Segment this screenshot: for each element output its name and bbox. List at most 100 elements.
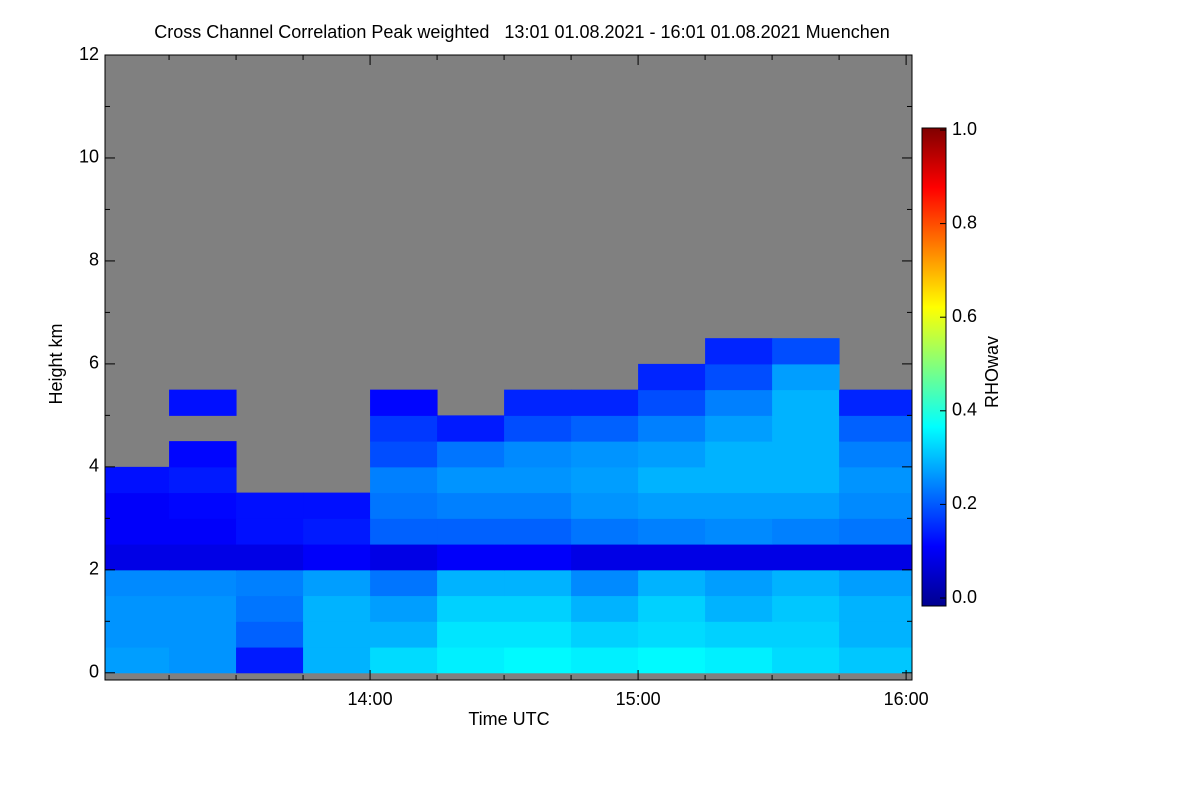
heatmap-cell	[571, 466, 639, 494]
heatmap-cell	[772, 363, 840, 391]
heatmap-cell	[169, 492, 237, 519]
heatmap-cell	[571, 621, 639, 648]
heatmap-cell	[504, 569, 572, 597]
heatmap-cell	[705, 621, 773, 648]
heatmap-cell	[839, 544, 912, 571]
heatmap-cell	[571, 569, 639, 597]
heatmap-cell	[236, 569, 304, 597]
heatmap-cell	[772, 415, 840, 442]
heatmap-cell	[638, 363, 706, 391]
heatmap-cell	[437, 544, 505, 571]
heatmap-cell	[370, 647, 438, 674]
chart-title: Cross Channel Correlation Peak weighted …	[154, 22, 890, 42]
heatmap-cell	[437, 415, 505, 442]
y-tick-label: 4	[89, 456, 99, 476]
heatmap-cell	[370, 569, 438, 597]
x-tick-label: 14:00	[348, 689, 393, 709]
y-tick-label: 2	[89, 559, 99, 579]
heatmap-cell	[169, 389, 237, 416]
colorbar-tick-label: 0.8	[952, 212, 977, 232]
heatmap-cell	[303, 621, 371, 648]
y-tick-label: 6	[89, 353, 99, 373]
heatmap-cell	[705, 544, 773, 571]
colorbar-tick-label: 0.2	[952, 493, 977, 513]
heatmap-cell	[571, 415, 639, 442]
y-tick-label: 10	[79, 147, 99, 167]
heatmap-cell	[504, 389, 572, 416]
heatmap-cell	[705, 415, 773, 442]
heatmap-cell	[571, 441, 639, 468]
heatmap-cell	[105, 544, 170, 571]
heatmap-cell	[437, 518, 505, 545]
heatmap-cell	[571, 492, 639, 519]
colorbar-tick-label: 0.0	[952, 587, 977, 607]
heatmap-cell	[370, 621, 438, 648]
heatmap-cell	[437, 621, 505, 648]
heatmap-cell	[571, 518, 639, 545]
heatmap-cell	[839, 441, 912, 468]
heatmap-cell	[303, 544, 371, 571]
y-tick-label: 12	[79, 44, 99, 64]
heatmap-cell	[504, 492, 572, 519]
heatmap-cell	[504, 544, 572, 571]
heatmap-cell	[638, 466, 706, 494]
heatmap-cell	[504, 415, 572, 442]
heatmap-cell	[638, 595, 706, 622]
heatmap-cell	[772, 544, 840, 571]
heatmap-cell	[839, 466, 912, 494]
heatmap-cell	[169, 544, 237, 571]
colorbar-tick-label: 1.0	[952, 119, 977, 139]
heatmap-cell	[571, 389, 639, 416]
colorbar-label: RHOwav	[982, 336, 1002, 408]
heatmap-cell	[638, 569, 706, 597]
heatmap-cell	[705, 569, 773, 597]
x-tick-label: 16:00	[884, 689, 929, 709]
heatmap-cell	[504, 518, 572, 545]
heatmap-cell	[105, 647, 170, 674]
heatmap-cell	[638, 621, 706, 648]
heatmap-cell	[772, 595, 840, 622]
heatmap-cell	[504, 621, 572, 648]
heatmap-cell	[839, 518, 912, 545]
heatmap-cell	[236, 621, 304, 648]
y-tick-label: 8	[89, 250, 99, 270]
heatmap-cell	[370, 466, 438, 494]
heatmap-cell	[105, 621, 170, 648]
y-axis-label: Height km	[46, 323, 66, 404]
heatmap-cell	[839, 621, 912, 648]
heatmap-cell	[571, 647, 639, 674]
heatmap-cell	[303, 647, 371, 674]
heatmap-cell	[705, 492, 773, 519]
heatmap-cell	[236, 518, 304, 545]
heatmap-cell	[772, 338, 840, 365]
heatmap-cell	[705, 595, 773, 622]
heatmap-cell	[169, 621, 237, 648]
heatmap-cell	[772, 389, 840, 416]
heatmap-cell	[705, 363, 773, 391]
heatmap-cell	[772, 647, 840, 674]
heatmap-cell	[169, 518, 237, 545]
heatmap-cell	[236, 595, 304, 622]
heatmap-cell	[705, 518, 773, 545]
heatmap-cell	[638, 647, 706, 674]
heatmap-cell	[504, 441, 572, 468]
heatmap-cell	[839, 492, 912, 519]
heatmap-cell	[571, 544, 639, 571]
heatmap-cell	[705, 389, 773, 416]
heatmap-cell	[772, 492, 840, 519]
x-axis-label: Time UTC	[468, 709, 549, 729]
heatmap-cell	[437, 441, 505, 468]
heatmap-cell	[437, 595, 505, 622]
heatmap-cell	[772, 569, 840, 597]
heatmap-cell	[105, 595, 170, 622]
heatmap-cell	[839, 595, 912, 622]
heatmap-cell	[437, 647, 505, 674]
heatmap-cell	[839, 415, 912, 442]
heatmap-cell	[236, 647, 304, 674]
heatmap-cell	[705, 441, 773, 468]
heatmap-cell	[105, 569, 170, 597]
heatmap-cell	[638, 389, 706, 416]
heatmap-cell	[571, 595, 639, 622]
heatmap-cell	[772, 518, 840, 545]
